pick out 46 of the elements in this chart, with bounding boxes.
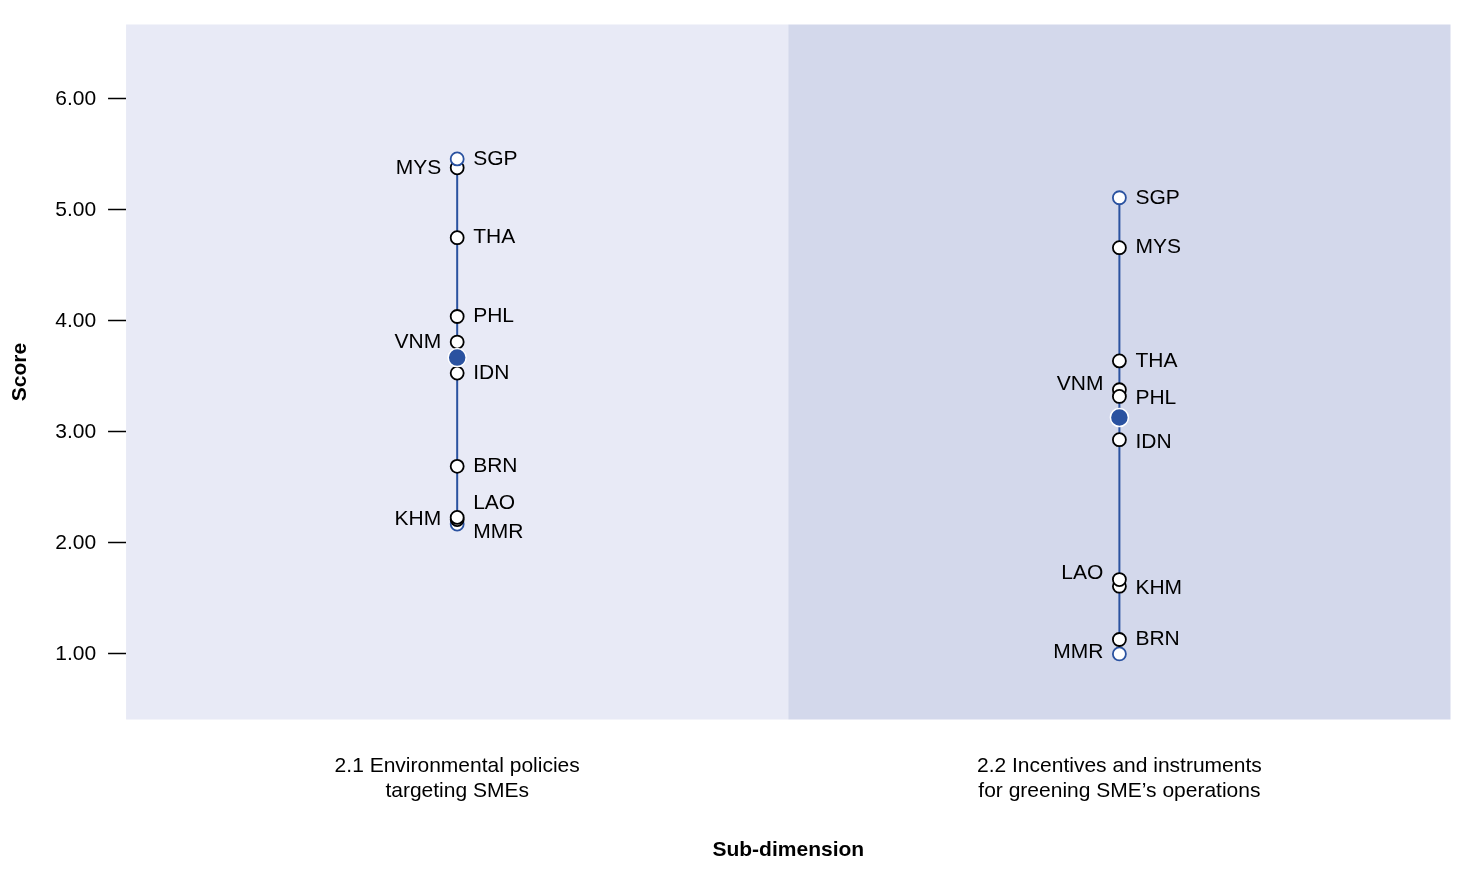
y-tick-label: 3.00 xyxy=(55,418,97,442)
point xyxy=(449,334,465,350)
text: SGP xyxy=(1135,184,1180,208)
text: LAO xyxy=(473,490,516,514)
y-tick-label: 1.00 xyxy=(55,640,97,664)
y-axis-title: Score xyxy=(7,342,31,402)
x-tick-label: 2.2 Incentives and instruments for greening SME’s operations xyxy=(976,752,1262,801)
point xyxy=(1111,353,1127,369)
series-label: SGP xyxy=(473,145,518,169)
text: VNM xyxy=(1056,370,1104,394)
series-label: MYS xyxy=(1135,234,1181,258)
y-tick-label: 6.00 xyxy=(55,85,97,109)
point xyxy=(1109,407,1130,428)
y-tick-label: 5.00 xyxy=(55,196,97,220)
series-label: IDN xyxy=(1135,428,1172,452)
point xyxy=(1111,190,1127,206)
point xyxy=(1111,389,1127,404)
text: IDN xyxy=(473,359,510,383)
point xyxy=(1111,572,1127,587)
y-tick-label: 2.00 xyxy=(55,529,97,553)
series-label: LAO xyxy=(1061,560,1104,584)
series-label: BRN xyxy=(473,453,518,477)
point xyxy=(447,347,467,368)
text: BRN xyxy=(1135,626,1180,650)
text: KHM xyxy=(394,506,442,530)
point xyxy=(1111,432,1127,448)
point xyxy=(449,230,465,246)
series-label: VNM xyxy=(394,328,442,352)
point xyxy=(1111,240,1127,256)
point xyxy=(449,365,465,381)
point xyxy=(1111,632,1127,647)
y-tick-label: 4.00 xyxy=(55,307,97,331)
x-tick-label: 2.1 Environmental policies targeting SMEs xyxy=(334,752,580,801)
series-label: KHM xyxy=(1135,575,1183,599)
series-label: THA xyxy=(473,224,516,248)
series-label: PHL xyxy=(1135,385,1177,409)
text: PHL xyxy=(473,303,515,327)
series-label: MMR xyxy=(1053,638,1104,662)
point xyxy=(449,309,465,324)
x-axis-title: Sub-dimension xyxy=(712,837,865,861)
text: MMR xyxy=(473,518,524,542)
point xyxy=(449,458,465,474)
text: THA xyxy=(1135,347,1178,371)
point xyxy=(1111,646,1127,662)
point xyxy=(449,151,465,167)
text: MYS xyxy=(395,154,442,178)
